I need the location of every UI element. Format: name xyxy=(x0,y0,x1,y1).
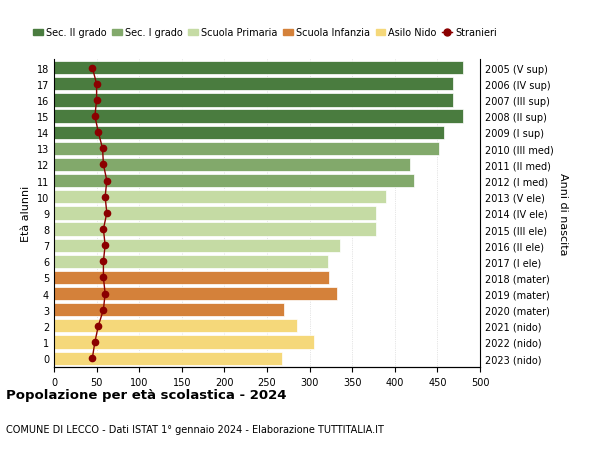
Bar xyxy=(54,174,413,188)
Legend: Sec. II grado, Sec. I grado, Scuola Primaria, Scuola Infanzia, Asilo Nido, Stran: Sec. II grado, Sec. I grado, Scuola Prim… xyxy=(29,24,500,42)
Bar xyxy=(54,78,453,91)
Bar xyxy=(54,271,329,285)
Bar xyxy=(54,142,439,156)
Bar xyxy=(54,158,410,172)
Bar xyxy=(54,287,337,301)
Y-axis label: Età alunni: Età alunni xyxy=(21,185,31,241)
Bar xyxy=(54,255,328,269)
Bar xyxy=(54,303,284,317)
Bar xyxy=(54,223,376,236)
Text: Popolazione per età scolastica - 2024: Popolazione per età scolastica - 2024 xyxy=(6,388,287,401)
Bar xyxy=(54,319,297,333)
Text: COMUNE DI LECCO - Dati ISTAT 1° gennaio 2024 - Elaborazione TUTTITALIA.IT: COMUNE DI LECCO - Dati ISTAT 1° gennaio … xyxy=(6,425,384,435)
Bar xyxy=(54,126,444,140)
Bar xyxy=(54,94,453,107)
Bar xyxy=(54,110,463,123)
Y-axis label: Anni di nascita: Anni di nascita xyxy=(557,172,568,255)
Bar xyxy=(54,352,283,365)
Bar xyxy=(54,239,340,252)
Bar xyxy=(54,62,463,75)
Bar xyxy=(54,191,386,204)
Bar xyxy=(54,336,314,349)
Bar xyxy=(54,207,376,220)
